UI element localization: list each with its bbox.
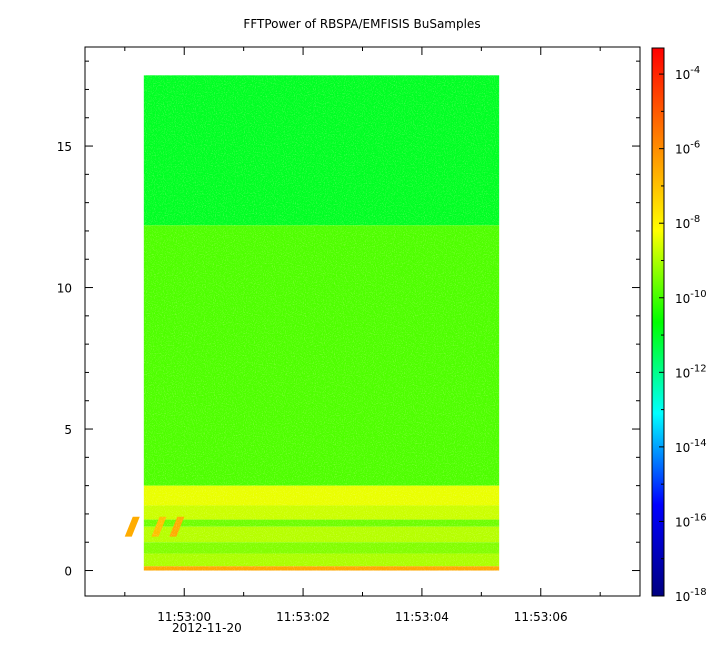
colorbar-tick-label: 10-10: [675, 289, 707, 306]
y-tick-label: 0: [64, 565, 72, 579]
colorbar-tick-label: 10-4: [675, 65, 700, 82]
y-axis: 0 5 10 15: [57, 60, 640, 579]
y-tick-label: 10: [57, 282, 72, 296]
colorbar-tick-label: 10-12: [675, 363, 707, 380]
noise-texture: [143, 75, 500, 571]
colorbar-tick-label: 10-8: [675, 214, 700, 231]
y-tick-label: 15: [57, 140, 72, 154]
colorbar-tick-label: 10-6: [675, 140, 700, 157]
x-axis: 11:53:00 11:53:02 11:53:04 11:53:06: [124, 47, 601, 624]
x-tick-label: 11:53:04: [395, 610, 449, 624]
colorbar: [651, 47, 665, 597]
colorbar-ticks: 10-4 10-6 10-8 10-10 10-12 10-14 10-16 10-18: [659, 65, 707, 604]
x-tick-label: 11:53:02: [276, 610, 330, 624]
y-tick-label: 5: [64, 423, 72, 437]
colorbar-tick-label: 10-18: [675, 587, 707, 604]
x-axis-date-label: 2012-11-20: [172, 621, 242, 635]
x-tick-label: 11:53:00: [157, 610, 211, 624]
burst-0: [124, 516, 140, 537]
x-tick-label: 11:53:06: [514, 610, 568, 624]
colorbar-tick-label: 10-16: [675, 512, 707, 529]
chart-title: FFTPower of RBSPA/EMFISIS BuSamples: [243, 17, 481, 31]
colorbar-tick-label: 10-14: [675, 438, 707, 455]
